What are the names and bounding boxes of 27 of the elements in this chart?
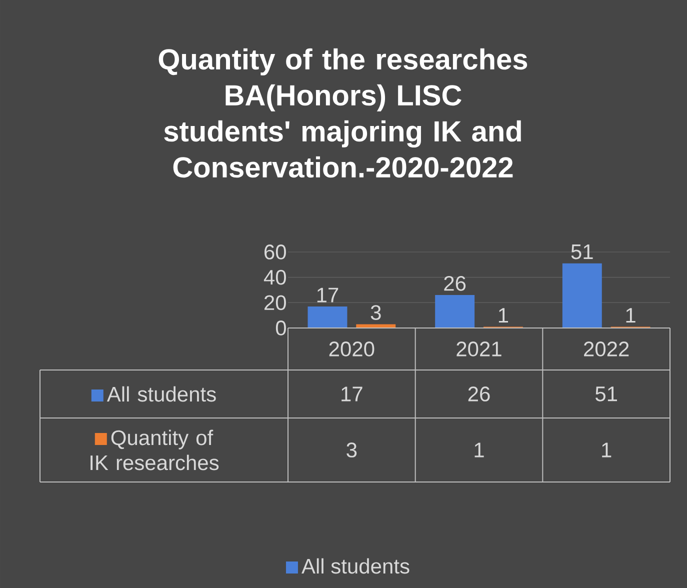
chart-title: Quantity of the researches BA(Honors) LISC students' majoring IK and Conservation.-2020-2022 [158, 48, 528, 178]
text: 1 [626, 308, 636, 323]
text: 26 [444, 276, 466, 291]
x-tick-label: 2021 [456, 342, 502, 356]
y-tick-label: 20 [264, 295, 286, 310]
y-tick-label: 60 [264, 244, 286, 260]
data-label: 1 [474, 442, 484, 458]
text: All students [302, 558, 410, 574]
data-label: 51 [596, 386, 617, 402]
bar [308, 306, 348, 328]
y-tick-label: 0 [276, 320, 286, 336]
data-label: 17 [342, 386, 362, 402]
data-label: 3 [346, 442, 357, 458]
x-tick-label: 2022 [584, 342, 629, 356]
y-tick-label: 40 [264, 270, 286, 285]
text: 17 [317, 288, 338, 302]
x-tick-label: 2020 [329, 342, 374, 356]
data-label: 26 [468, 386, 490, 402]
legend-label: All students [106, 386, 216, 402]
text: 1 [498, 308, 508, 323]
data-label: 1 [602, 442, 612, 458]
bar [435, 295, 475, 328]
legend-label: Quantity of IK researches [90, 430, 219, 470]
bar [356, 324, 396, 328]
text: 3 [370, 305, 381, 320]
text: 51 [571, 244, 593, 260]
bar [562, 263, 602, 328]
